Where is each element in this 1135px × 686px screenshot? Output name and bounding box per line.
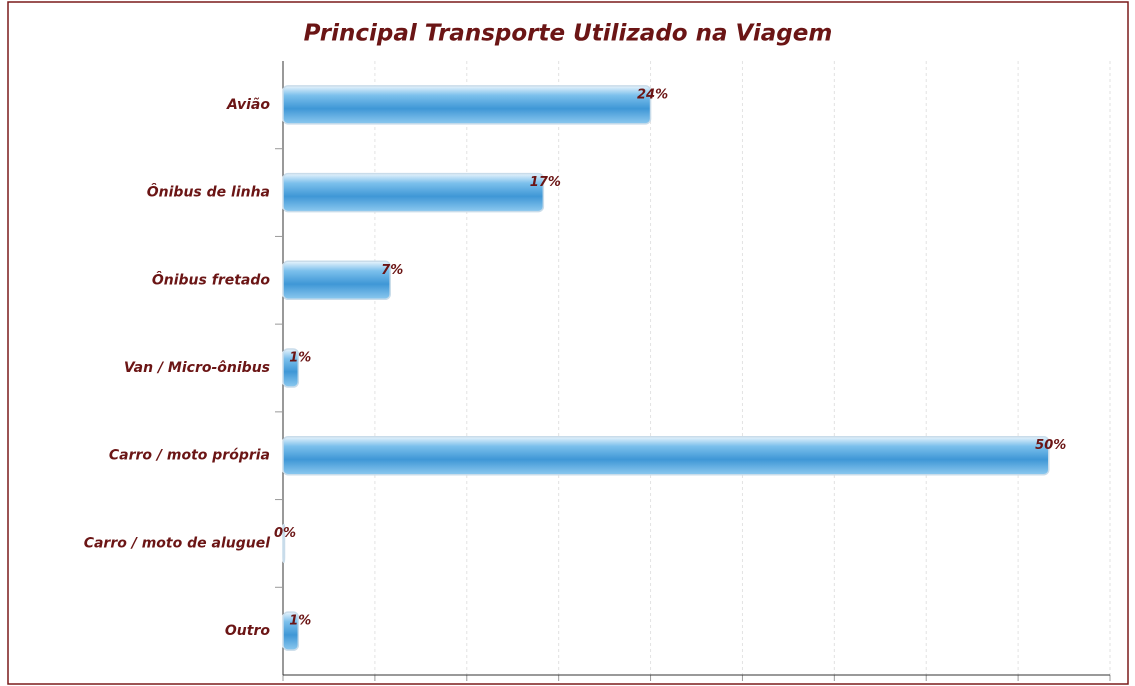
bar xyxy=(282,523,286,564)
value-label: 1% xyxy=(289,351,311,366)
bar xyxy=(282,260,391,301)
y-tick-label: Carro / moto própria xyxy=(109,448,270,464)
bar xyxy=(282,85,652,125)
y-tick-label: Carro / moto de aluguel xyxy=(84,535,270,551)
chart-title: Principal Transporte Utilizado na Viagem xyxy=(304,21,833,47)
value-label: 17% xyxy=(530,175,561,190)
bar xyxy=(282,611,300,651)
value-label: 7% xyxy=(381,263,403,278)
bar xyxy=(282,348,300,388)
y-tick-label: Ônibus fretado xyxy=(152,270,271,288)
y-tick-label: Van / Micro-ônibus xyxy=(124,360,270,376)
bar xyxy=(282,435,1050,476)
bar xyxy=(282,172,545,213)
y-tick-label: Outro xyxy=(225,623,270,639)
value-label: 0% xyxy=(274,526,296,541)
y-tick-label: Avião xyxy=(226,97,270,113)
value-label: 50% xyxy=(1035,438,1066,453)
frame xyxy=(7,1,1129,685)
value-label: 24% xyxy=(637,87,668,102)
value-label: 1% xyxy=(289,614,311,629)
y-tick-label: Ônibus de linha xyxy=(147,183,270,201)
